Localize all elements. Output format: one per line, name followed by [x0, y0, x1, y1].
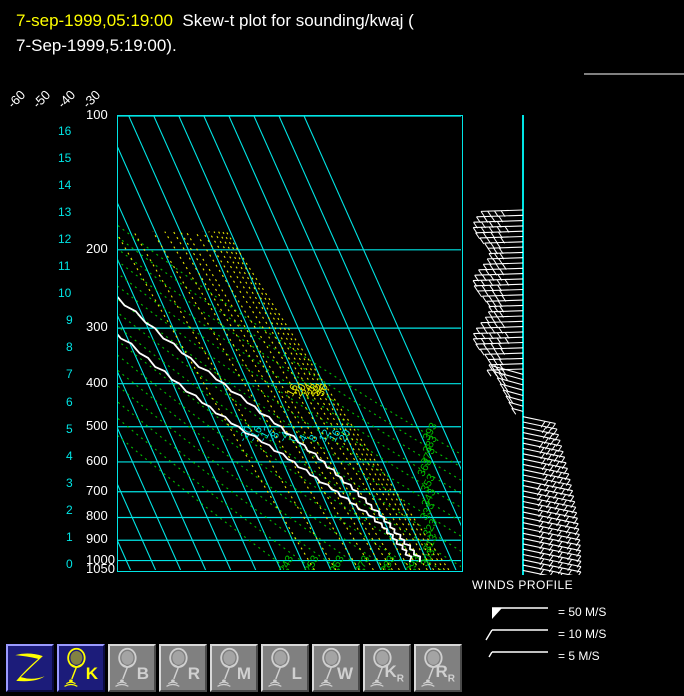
altitude-tick-label: 1	[66, 529, 73, 544]
svg-text:16: 16	[327, 428, 343, 444]
balloon-icon	[166, 647, 188, 687]
toolbar-button-sounding-kr[interactable]: KR	[363, 644, 411, 692]
toolbar-button-sounding-r[interactable]: R	[159, 644, 207, 692]
toolbar-button-letter: K	[85, 664, 98, 683]
pressure-tick-label: 900	[86, 531, 108, 547]
toolbar-button-sounding-b[interactable]: B	[108, 644, 156, 692]
winds-legend-label: = 5 M/S	[558, 649, 600, 663]
title-line2: 7-Sep-1999,5:19:00).	[16, 36, 177, 55]
toolbar-button-sounding-w[interactable]: W	[312, 644, 360, 692]
page-title: 7-sep-1999,05:19:00 Skew-t plot for soun…	[16, 8, 656, 58]
balloon-icon	[115, 647, 137, 687]
altitude-tick-label: 2	[66, 502, 73, 517]
winds-legend-title: WINDS PROFILE	[472, 578, 574, 592]
toolbar-button-sounding-l[interactable]: L	[261, 644, 309, 692]
balloon-icon	[268, 647, 290, 687]
altitude-tick-label: 14	[58, 177, 72, 192]
winds-legend-row: = 5 M/S	[472, 646, 682, 668]
toolbar-button-letter: R	[187, 664, 200, 683]
svg-text:24: 24	[299, 382, 315, 398]
toolbar-button-logo[interactable]	[6, 644, 54, 692]
svg-text:28: 28	[305, 382, 321, 398]
title-description: Skew-t plot for sounding/kwaj (	[172, 11, 414, 30]
svg-text:20: 20	[293, 382, 309, 398]
wind-barb-full-icon	[485, 629, 548, 641]
top-temperature-label: -60	[4, 87, 28, 111]
toolbar-button-letter: KR	[384, 661, 404, 684]
balloon-icon	[421, 647, 443, 687]
altitude-tick-label: 6	[66, 394, 73, 409]
toolbar-button-letter: RR	[435, 661, 455, 684]
header-divider	[584, 73, 684, 75]
toolbar-button-letter: B	[136, 664, 149, 683]
winds-legend-label: = 50 M/S	[558, 605, 607, 619]
toolbar-button-sounding-k[interactable]: K	[57, 644, 105, 692]
pressure-tick-label: 400	[86, 374, 108, 390]
altitude-tick-label: 12	[58, 232, 72, 247]
svg-text:36: 36	[315, 382, 331, 398]
svg-text:0: 0	[287, 433, 300, 444]
svg-text:32: 32	[310, 382, 326, 398]
altitude-tick-label: 5	[66, 421, 73, 436]
svg-text:16: 16	[285, 382, 301, 398]
altitude-tick-label: 16	[58, 123, 72, 138]
balloon-icon	[217, 647, 239, 687]
svg-text:4: 4	[297, 433, 310, 444]
altitude-tick-label: 9	[66, 313, 73, 328]
altitude-tick-label: 11	[58, 259, 71, 274]
svg-text:253: 253	[302, 554, 321, 570]
wind-profile-axis	[522, 115, 524, 575]
balloon-icon	[319, 647, 341, 687]
altitude-tick-label: 15	[58, 150, 72, 165]
top-temperature-label: -50	[29, 87, 53, 111]
pressure-tick-label: 300	[86, 319, 108, 335]
wind-barb-half-icon	[488, 651, 548, 658]
altitude-tick-label: 8	[66, 340, 73, 355]
toolbar-button-sounding-m[interactable]: M	[210, 644, 258, 692]
svg-text:12: 12	[317, 428, 333, 444]
winds-legend-row: = 50 M/S	[472, 602, 682, 624]
pressure-axis: 100 200 300 400 500 600 700 800 900 1000 1050	[86, 107, 120, 588]
svg-text:8: 8	[307, 433, 320, 444]
pressure-tick-label: 800	[86, 508, 108, 524]
pressure-tick-label: 200	[86, 240, 108, 256]
toolbar-button-letter: W	[336, 664, 353, 683]
pressure-tick-label: 700	[86, 482, 108, 498]
winds-legend-label: = 10 M/S	[558, 627, 607, 641]
altitude-axis: 16 15 14 13 12 11 10 9 8 7 6 5 4 3 2 1 0	[58, 108, 94, 578]
toolbar-button-letter: L	[291, 664, 302, 683]
pressure-tick-label: 600	[86, 452, 108, 468]
pressure-tick-label: 500	[86, 417, 108, 433]
wind-profile[interactable]	[470, 115, 620, 575]
pressure-tick-label: 1000	[86, 551, 115, 567]
pressure-tick-label: 1050	[86, 561, 115, 576]
svg-text:243: 243	[277, 554, 296, 570]
winds-legend: WINDS PROFILE = 50 M/S = 10 M/S = 5 M/S	[472, 578, 682, 668]
altitude-tick-label: 13	[58, 205, 72, 220]
z-logo-icon	[15, 653, 45, 682]
balloon-icon	[370, 647, 392, 687]
winds-legend-row: = 10 M/S	[472, 624, 682, 646]
balloon-icon	[64, 647, 86, 687]
skew-t-plot[interactable]: -20 -16 -12 -8 -4 0 4 8 12 16 20 243 253 263 273 283 293…	[117, 115, 463, 572]
altitude-tick-label: 4	[66, 448, 73, 463]
title-date: 7-sep-1999,05:19:00	[16, 11, 173, 30]
toolbar-button-letter: M	[236, 664, 251, 683]
top-temperature-label: -70	[0, 87, 3, 111]
altitude-tick-label: 3	[66, 475, 73, 490]
altitude-tick-label: 0	[66, 557, 73, 571]
toolbar[interactable]: K B R M L W KR RR	[0, 644, 684, 696]
wind-barb-flag-icon	[492, 607, 548, 619]
top-temperature-axis: -90-80-70-60-50-40-30	[0, 78, 477, 118]
altitude-tick-label: 7	[66, 367, 73, 382]
toolbar-button-sounding-rr[interactable]: RR	[414, 644, 462, 692]
wind-barbs	[472, 209, 582, 575]
altitude-tick-label: 10	[58, 286, 72, 301]
pressure-tick-label: 100	[86, 107, 108, 122]
